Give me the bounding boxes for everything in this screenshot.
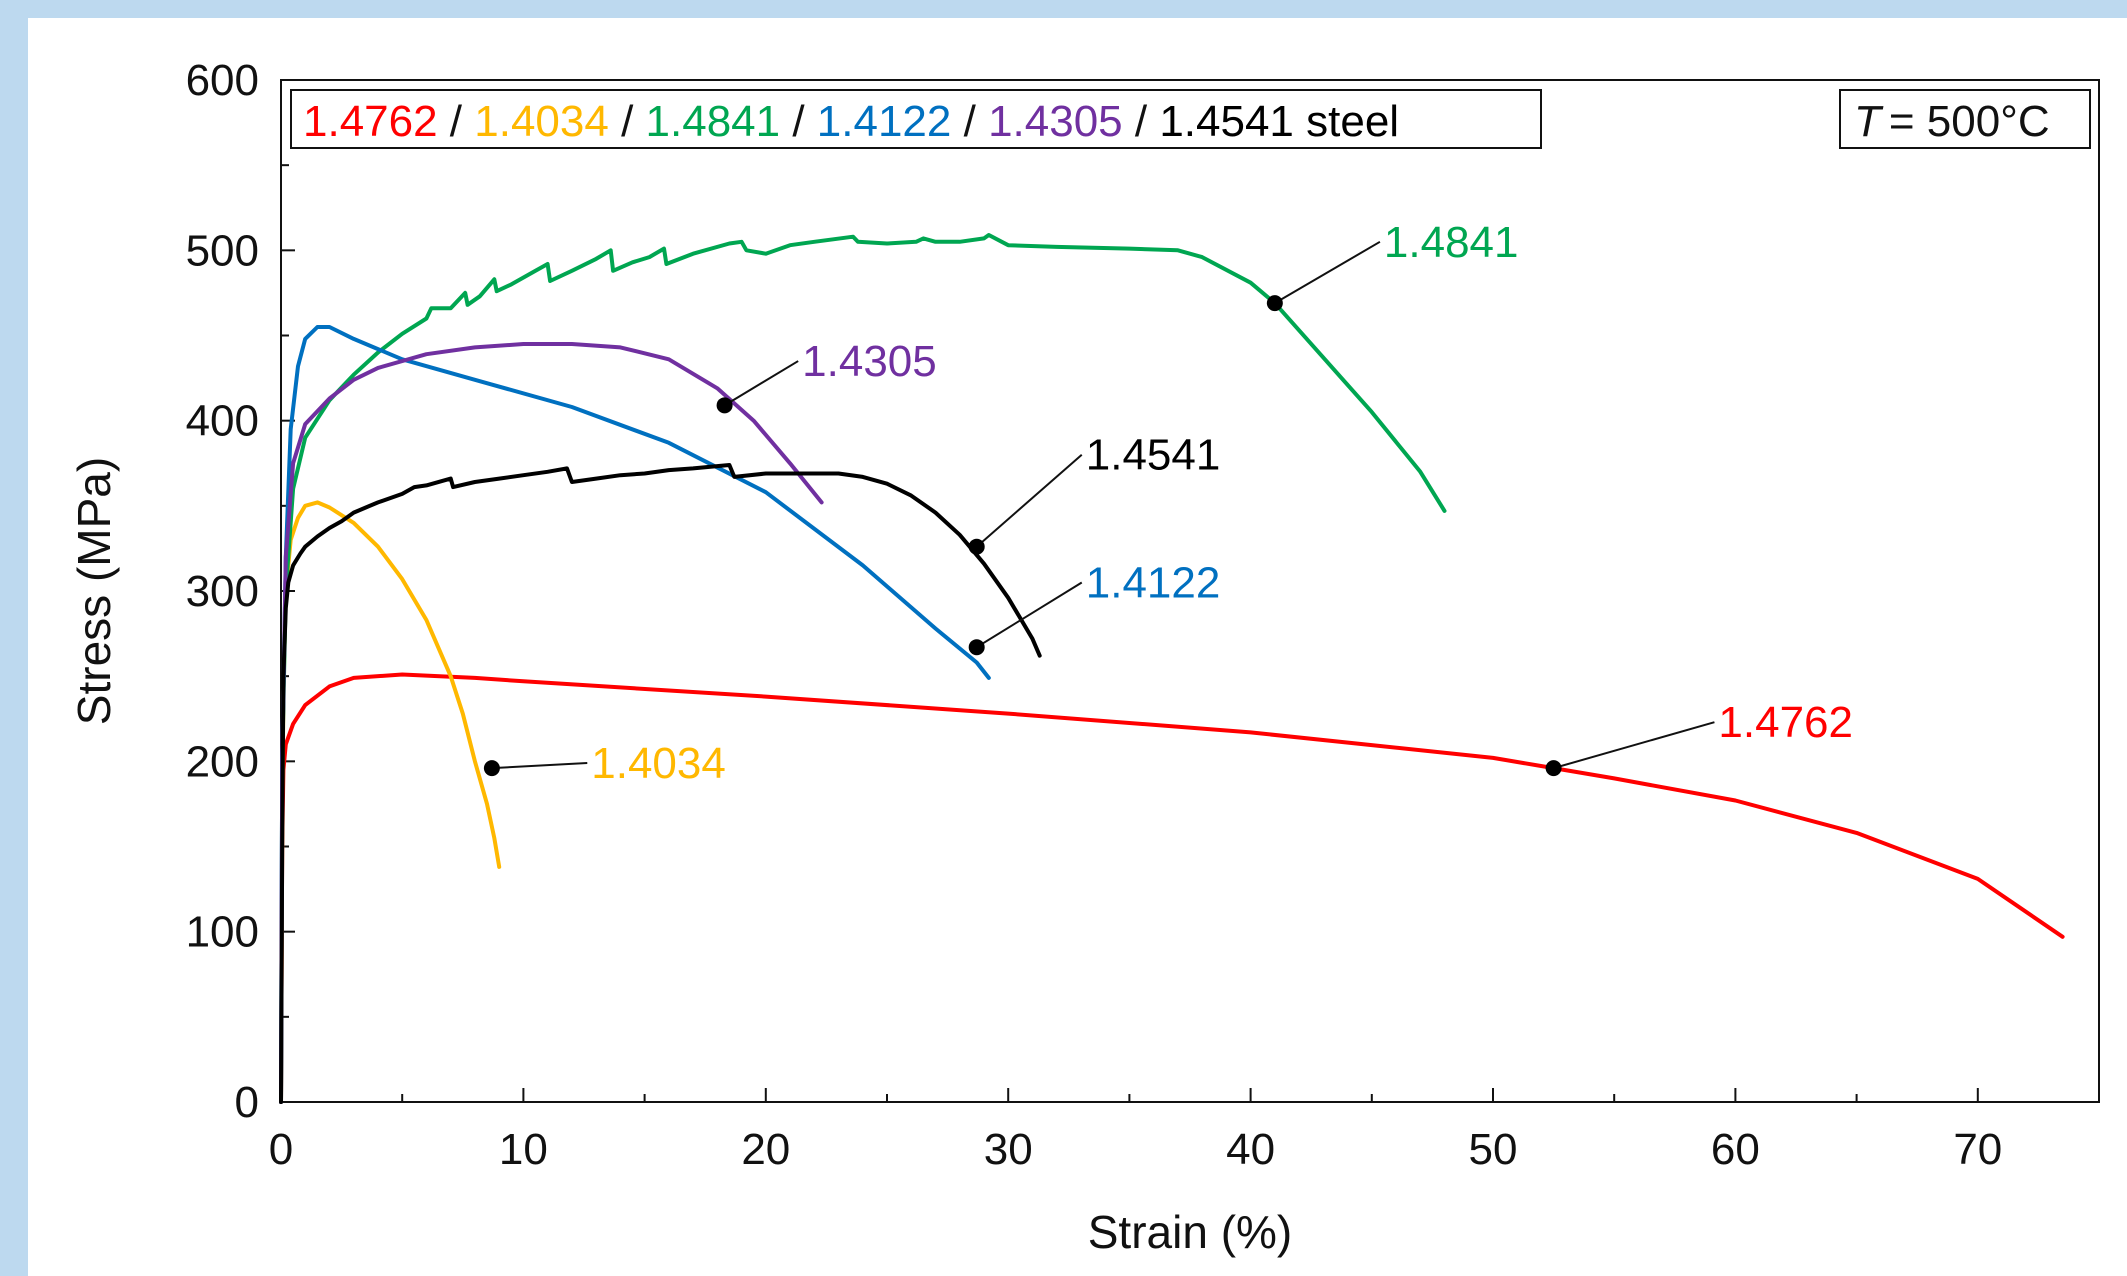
chart-frame: 0 10 20 30 40 50 60 70 0 100 200 300 400 500 600 1.484… <box>28 18 2127 1276</box>
x-tick-label: 0 <box>269 1125 293 1174</box>
annotation-leader <box>1553 721 1715 770</box>
x-tick-label: 40 <box>1226 1125 1275 1174</box>
annotation-leader <box>1274 240 1381 305</box>
annotation-dot <box>968 639 985 656</box>
x-tick-label: 30 <box>984 1125 1033 1174</box>
plot-area <box>280 79 2100 1103</box>
legend-separator: / <box>609 97 646 146</box>
temperature-value: = 500°C <box>1889 97 2050 146</box>
y-tick-label: 500 <box>186 226 259 275</box>
annotation-dot <box>1545 760 1562 777</box>
annotation-label: 1.4762 <box>1718 698 1853 747</box>
series-line-1-4762 <box>279 672 2065 1104</box>
legend-item: 1.4122 <box>817 97 952 146</box>
y-axis-title: Stress (MPa) <box>68 457 120 725</box>
x-tick-label: 20 <box>741 1125 790 1174</box>
x-tick-label: 10 <box>499 1125 548 1174</box>
annotation-leader <box>976 453 1083 548</box>
legend-separator: / <box>780 97 817 146</box>
temperature-symbol: T <box>1854 97 1884 146</box>
annotation-dot <box>716 397 733 414</box>
legend-item: 1.4841 <box>646 97 781 146</box>
annotations-layer: 1.4841 1.4305 1.4541 1.4122 1.4762 1.4034 <box>483 218 1853 788</box>
x-tick-label: 50 <box>1469 1125 1518 1174</box>
y-tick-label: 600 <box>186 56 259 105</box>
y-tick-label: 100 <box>186 908 259 957</box>
legend-item: 1.4762 <box>303 97 438 146</box>
y-tick-label: 400 <box>186 397 259 446</box>
series-layer <box>279 233 2065 1104</box>
series-line-1-4841 <box>279 233 1447 1104</box>
series-line-1-4122 <box>279 325 991 1104</box>
legend-separator: / <box>1123 97 1160 146</box>
legend-separator: / <box>951 97 988 146</box>
x-tick-label: 60 <box>1711 1125 1760 1174</box>
series-line-1-4541 <box>279 463 1042 1104</box>
annotation-label: 1.4305 <box>802 337 937 386</box>
annotation-dot <box>483 760 500 777</box>
x-axis-title: Strain (%) <box>1088 1206 1292 1258</box>
annotation-leader <box>724 360 799 407</box>
annotation-label: 1.4841 <box>1384 218 1519 267</box>
axes: 0 10 20 30 40 50 60 70 0 100 200 300 400 500 600 <box>186 56 2003 1174</box>
legend-item: 1.4034 <box>474 97 609 146</box>
annotation-label: 1.4541 <box>1086 431 1221 480</box>
annotation-label: 1.4034 <box>591 739 726 788</box>
y-tick-label: 200 <box>186 737 259 786</box>
stress-strain-chart: 0 10 20 30 40 50 60 70 0 100 200 300 400 500 600 1.484… <box>68 56 2100 1258</box>
temperature-box <box>1839 89 2091 149</box>
annotation-dot <box>968 538 985 555</box>
legend-box <box>290 89 1542 149</box>
legend-item: 1.4541 steel <box>1159 97 1399 146</box>
annotation-label: 1.4122 <box>1086 558 1221 607</box>
y-tick-label: 300 <box>186 567 259 616</box>
x-tick-label: 70 <box>1953 1125 2002 1174</box>
annotation-dot <box>1266 295 1283 312</box>
y-tick-label: 0 <box>235 1078 259 1127</box>
legend-separator: / <box>438 97 475 146</box>
legend-item: 1.4305 <box>988 97 1123 146</box>
annotation-leader <box>976 581 1083 649</box>
temperature-label: T = 500°C <box>1854 97 2050 146</box>
annotation-leader <box>491 762 588 770</box>
series-line-1-4305 <box>279 342 824 1104</box>
legend: 1.4762 / 1.4034 / 1.4841 / 1.4122 / 1.43… <box>303 97 1399 146</box>
